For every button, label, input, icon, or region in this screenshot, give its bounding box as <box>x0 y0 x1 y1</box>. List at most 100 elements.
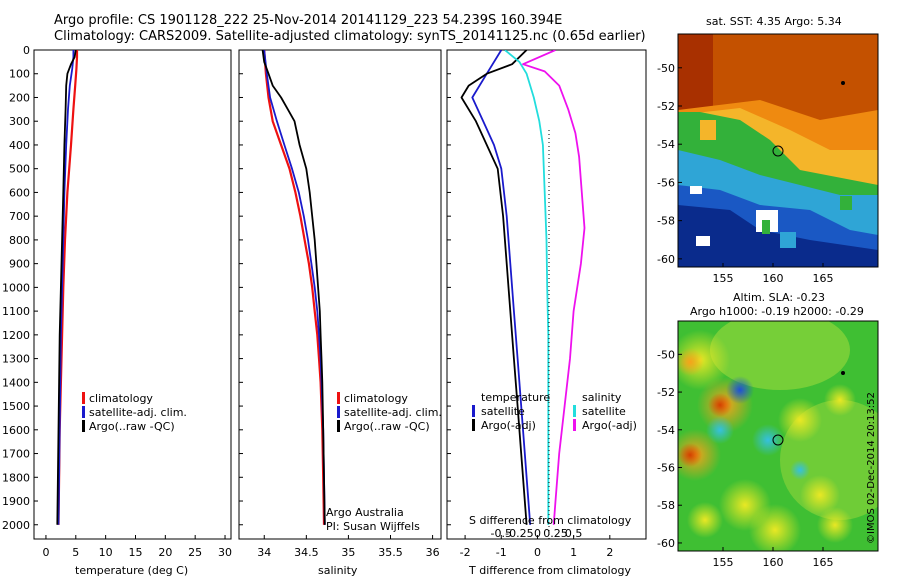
t-difference-axis-label: T difference from climatology <box>468 564 631 577</box>
map-y-tick-label: -50 <box>657 62 675 75</box>
depth-tick-label: 100 <box>9 68 30 81</box>
x-tick-label: 10 <box>99 546 113 559</box>
x-tick-label: 5 <box>72 546 79 559</box>
depth-tick-label: 400 <box>9 139 30 152</box>
argo-location-marker <box>772 145 784 157</box>
series-line-blue <box>57 50 75 525</box>
depth-tick-label: 1300 <box>2 353 30 366</box>
sla-map-dot <box>841 371 845 375</box>
depth-tick-label: 2000 <box>2 519 30 532</box>
sla-map-frame <box>677 320 879 552</box>
legend-salinity-title: salinity <box>582 391 622 404</box>
sla-map <box>678 321 878 551</box>
x-tick-label: 0 <box>42 546 49 559</box>
legend-argo-raw: Argo(..raw -QC) <box>89 420 175 433</box>
legend-t-satellite: satellite <box>481 405 525 418</box>
map-y-tick-label: -54 <box>657 424 675 437</box>
map-x-tick-label: 165 <box>813 556 834 569</box>
salinity-legend: climatology satellite-adj. clim. Argo(..… <box>326 392 442 533</box>
series-group <box>460 50 586 525</box>
legend-swatch-black <box>337 420 340 432</box>
map-x-tick-label: 160 <box>763 556 784 569</box>
legend-swatch-red <box>337 392 340 404</box>
depth-tick-label: 900 <box>9 258 30 271</box>
legend-s-satellite: satellite <box>582 405 626 418</box>
depth-tick-label: 1100 <box>2 305 30 318</box>
legend-swatch-blue <box>82 406 85 418</box>
legend-swatch-blue <box>337 406 340 418</box>
series-line-black <box>460 50 528 525</box>
sla-map-title-1: Altim. SLA: -0.23 <box>733 291 825 304</box>
s-diff-tick-label: -0.25 <box>505 527 533 540</box>
legend-t-argo: Argo(-adj) <box>481 419 536 432</box>
sst-map-dot <box>841 81 845 85</box>
salinity-axis-label: salinity <box>318 564 358 577</box>
x-tick-label: 36 <box>426 546 440 559</box>
x-tick-label: 34.5 <box>294 546 319 559</box>
map-y-tick-label: -60 <box>657 253 675 266</box>
imos-credit: ©IMOS 02-Dec-2014 20:13:52 <box>866 392 877 544</box>
series-line-cyan <box>504 50 550 525</box>
depth-tick-label: 0 <box>23 44 30 57</box>
x-tick-label: 0 <box>534 546 541 559</box>
map-y-tick-label: -56 <box>657 462 675 475</box>
series-line-black <box>261 50 326 525</box>
s-diff-tick-label: 0 <box>534 527 541 540</box>
temperature-legend: climatology satellite-adj. clim. Argo(..… <box>82 392 187 433</box>
map-x-tick-label: 165 <box>813 272 834 285</box>
x-tick-label: 2 <box>606 546 613 559</box>
depth-tick-label: 1900 <box>2 495 30 508</box>
x-tick-label: 1 <box>570 546 577 559</box>
legend-climatology: climatology <box>89 392 153 405</box>
series-line-black <box>56 50 77 525</box>
map-x-tick-label: 160 <box>763 272 784 285</box>
depth-tick-label: 800 <box>9 234 30 247</box>
legend-argo-raw: Argo(..raw -QC) <box>344 420 430 433</box>
pi-label: PI: Susan Wijffels <box>326 520 420 533</box>
legend-swatch-black <box>472 419 475 431</box>
x-tick-label: -1 <box>496 546 507 559</box>
depth-tick-label: 500 <box>9 163 30 176</box>
depth-tick-label: 1000 <box>2 281 30 294</box>
depth-tick-label: 600 <box>9 186 30 199</box>
map-x-tick-label: 155 <box>713 556 734 569</box>
map-x-tick-label: 155 <box>713 272 734 285</box>
sst-map <box>678 34 878 267</box>
profile-title: Argo profile: CS 1901128_222 25-Nov-2014… <box>54 13 563 28</box>
legend-temperature-title: temperature <box>481 391 550 404</box>
x-tick-label: 34 <box>257 546 271 559</box>
legend-swatch-magenta <box>573 419 576 431</box>
depth-tick-label: 1500 <box>2 400 30 413</box>
legend-satellite-adj: satellite-adj. clim. <box>89 406 187 419</box>
depth-tick-label: 1800 <box>2 471 30 484</box>
series-line-magenta <box>522 50 586 525</box>
depth-tick-label: 1600 <box>2 424 30 437</box>
sst-map-title: sat. SST: 4.35 Argo: 5.34 <box>706 15 842 28</box>
series-line-blue <box>471 50 532 525</box>
argo-location-marker <box>772 434 784 446</box>
depth-tick-label: 1400 <box>2 376 30 389</box>
salinity-panel <box>238 49 442 540</box>
difference-legend: temperature satellite Argo(-adj) salinit… <box>472 391 637 432</box>
legend-climatology: climatology <box>344 392 408 405</box>
map-y-tick-label: -52 <box>657 386 675 399</box>
map-y-tick-label: -52 <box>657 100 675 113</box>
x-tick-label: 15 <box>128 546 142 559</box>
legend-swatch-black <box>82 420 85 432</box>
s-diff-tick-label: 0.5 <box>565 527 583 540</box>
map-y-tick-label: -56 <box>657 176 675 189</box>
map-y-tick-label: -58 <box>657 215 675 228</box>
temperature-axis-label: temperature (deg C) <box>75 564 188 577</box>
argo-australia-label: Argo Australia <box>326 506 404 519</box>
legend-swatch-red <box>82 392 85 404</box>
map-y-tick-label: -58 <box>657 499 675 512</box>
sla-map-title-2: Argo h1000: -0.19 h2000: -0.29 <box>690 305 864 318</box>
map-y-tick-label: -50 <box>657 348 675 361</box>
legend-swatch-blue <box>472 405 475 417</box>
depth-tick-label: 300 <box>9 115 30 128</box>
x-tick-label: 20 <box>158 546 172 559</box>
series-group <box>261 50 326 525</box>
x-tick-label: 35 <box>341 546 355 559</box>
map-y-tick-label: -54 <box>657 138 675 151</box>
